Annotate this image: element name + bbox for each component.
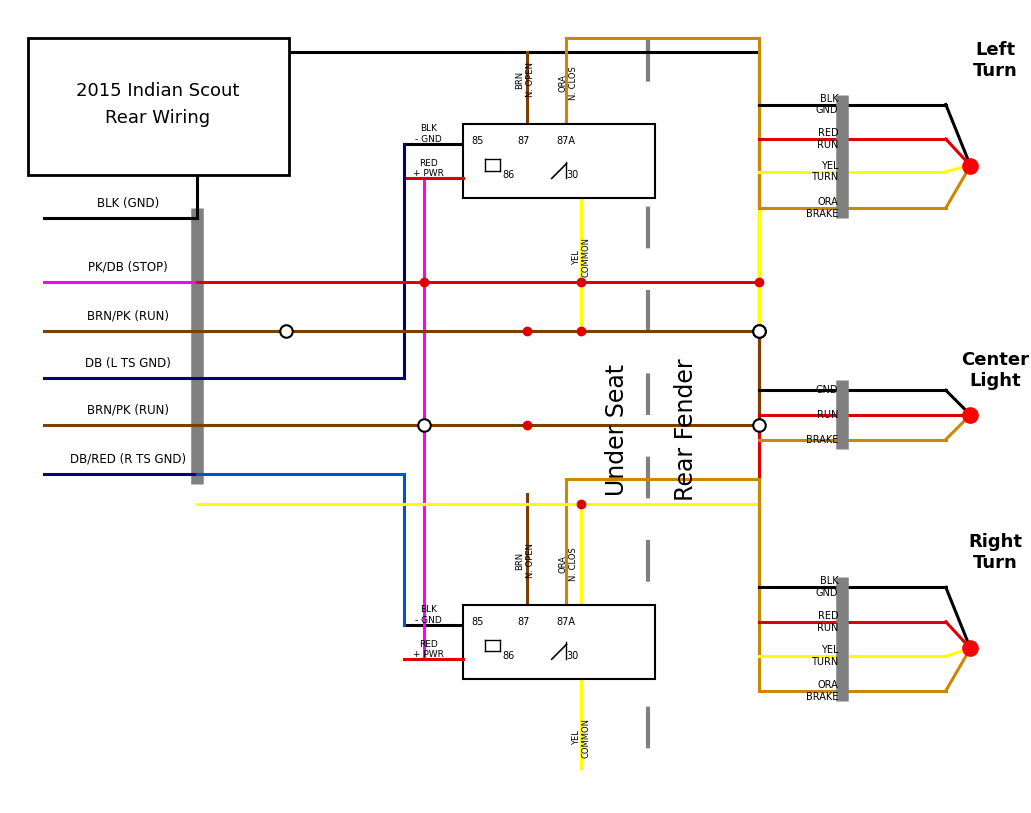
Text: Left
Turn: Left Turn — [972, 41, 1018, 80]
Text: BLK
- GND: BLK - GND — [415, 124, 442, 144]
Text: ORA
BRAKE: ORA BRAKE — [806, 198, 838, 219]
Text: BLK (GND): BLK (GND) — [97, 197, 159, 210]
Text: BLK
- GND: BLK - GND — [415, 605, 442, 624]
Text: 30: 30 — [566, 171, 578, 180]
Text: PK/DB (STOP): PK/DB (STOP) — [89, 261, 168, 274]
Text: RED
+ PWR: RED + PWR — [413, 159, 444, 178]
Text: 2015 Indian Scout
Rear Wiring: 2015 Indian Scout Rear Wiring — [76, 82, 239, 127]
Text: ORA
BRAKE: ORA BRAKE — [806, 680, 838, 702]
Text: 87A: 87A — [557, 136, 575, 146]
Text: Rear Fender: Rear Fender — [673, 359, 698, 501]
Text: 85: 85 — [471, 617, 484, 627]
Text: 86: 86 — [502, 651, 514, 661]
Text: YEL
TURN: YEL TURN — [811, 646, 838, 667]
Text: BRN
N. OPEN: BRN N. OPEN — [516, 543, 535, 578]
Text: 30: 30 — [566, 651, 578, 661]
Text: BRN
N. OPEN: BRN N. OPEN — [516, 63, 535, 98]
Text: Right
Turn: Right Turn — [968, 533, 1022, 572]
Text: BLK
GND: BLK GND — [816, 576, 838, 598]
Text: RED
+ PWR: RED + PWR — [413, 640, 444, 659]
Text: BRAKE: BRAKE — [806, 434, 838, 445]
Bar — [28, 37, 289, 176]
Text: 85: 85 — [471, 136, 484, 146]
Text: YEL
TURN: YEL TURN — [811, 161, 838, 182]
Text: GND: GND — [816, 385, 838, 395]
Text: RUN: RUN — [817, 410, 838, 420]
Text: RED
RUN: RED RUN — [817, 611, 838, 633]
Text: 87: 87 — [518, 617, 530, 627]
Text: BLK
GND: BLK GND — [816, 93, 838, 115]
Text: DB/RED (R TS GND): DB/RED (R TS GND) — [70, 453, 187, 466]
Text: ORA
N. CLOS: ORA N. CLOS — [559, 547, 578, 580]
Text: BRN/PK (RUN): BRN/PK (RUN) — [87, 403, 169, 416]
Text: 87: 87 — [518, 136, 530, 146]
Text: 87A: 87A — [557, 617, 575, 627]
Text: Center
Light: Center Light — [961, 351, 1029, 390]
Text: DB (L TS GND): DB (L TS GND) — [86, 357, 171, 370]
Text: ORA
N. CLOS: ORA N. CLOS — [559, 66, 578, 100]
Text: YEL
COMMON: YEL COMMON — [571, 237, 591, 277]
Bar — [463, 605, 655, 679]
Text: 86: 86 — [502, 171, 514, 180]
Text: Under Seat: Under Seat — [605, 363, 629, 496]
Text: RED
RUN: RED RUN — [817, 128, 838, 150]
Text: BRN/PK (RUN): BRN/PK (RUN) — [87, 310, 169, 323]
Text: YEL
COMMON: YEL COMMON — [571, 718, 591, 758]
Bar — [463, 124, 655, 198]
